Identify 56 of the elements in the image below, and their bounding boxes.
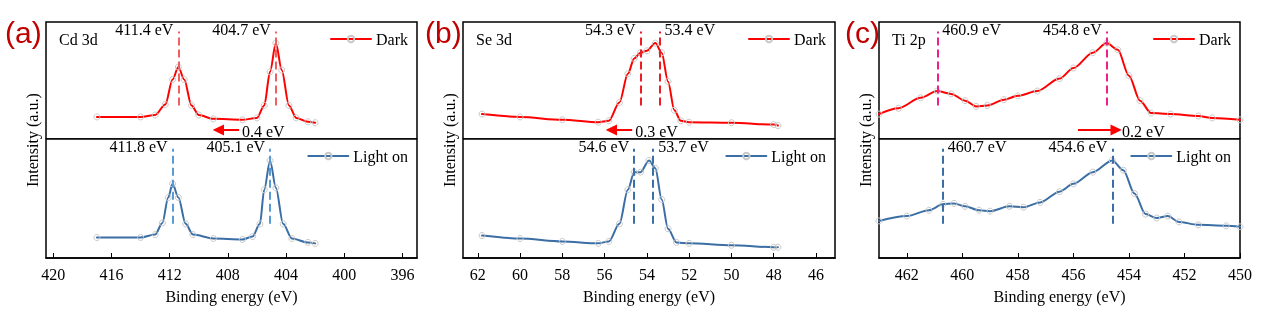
annotation: 0.4 eV [241,123,285,140]
x-axis-title: Binding energy (eV) [993,287,1126,306]
legend-label: Light on [771,147,827,166]
x-axis-title: Binding energy (eV) [582,287,716,306]
ref-line-label: 405.1 eV [206,137,266,155]
y-axis-title: Intensity (a.u.) [24,93,41,187]
legend-label: Dark [794,30,826,48]
x-tick-label: 396 [390,265,415,283]
x-tick-label: 50 [723,265,740,283]
ref-line-label: 411.8 eV [109,137,169,155]
ref-line-label: 411.4 eV [115,20,174,38]
ref-line-label: 53.7 eV [658,137,710,155]
ref-line-label: 460.7 eV [947,137,1007,155]
ref-line-label: 454.8 eV [1043,20,1103,38]
chart-subtitle: Se 3d [476,30,512,48]
x-tick-label: 60 [512,265,529,283]
x-tick-label: 412 [157,265,182,283]
chart-subtitle: Ti 2p [892,30,926,49]
x-tick-label: 416 [99,265,124,283]
x-tick-label: 408 [215,265,240,283]
chart-subtitle: Cd 3d [59,30,98,48]
x-tick-label: 56 [596,265,613,283]
chart-title: (c) [845,15,880,49]
chart-title: (a) [5,15,42,49]
x-tick-label: 62 [469,265,486,283]
ref-line-label: 53.4 eV [664,20,716,38]
x-tick-label: 404 [274,265,299,283]
legend-label: Dark [1199,30,1231,48]
ref-line-label: 454.6 eV [1048,137,1108,155]
y-axis-title: Intensity (a.u.) [441,93,458,187]
legend-label: Light on [1176,147,1232,166]
x-tick-label: 452 [1172,265,1197,283]
ref-line-label: 460.9 eV [942,20,1002,38]
x-tick-label: 462 [894,265,919,283]
x-tick-label: 58 [554,265,571,283]
x-tick-label: 456 [1061,265,1086,283]
legend-label: Light on [353,147,409,166]
x-tick-label: 400 [332,265,357,283]
x-tick-label: 458 [1005,265,1030,283]
x-tick-label: 48 [765,265,782,283]
x-axis-title: Binding energy (eV) [165,287,298,306]
x-tick-label: 460 [950,265,975,283]
ref-line-label: 54.6 eV [578,137,630,155]
x-tick-label: 454 [1116,265,1141,283]
annotation: 0.3 eV [635,123,678,140]
legend-label: Dark [376,30,408,48]
x-tick-label: 52 [681,265,698,283]
chart-title: (b) [425,15,462,49]
x-tick-label: 54 [638,265,655,283]
y-axis-title: Intensity (a.u.) [857,93,874,187]
x-tick-label: 450 [1228,265,1252,283]
x-tick-label: 420 [41,265,66,283]
x-tick-label: 46 [807,265,824,283]
ref-line-label: 404.7 eV [212,20,272,38]
annotation: 0.2 eV [1122,123,1165,140]
ref-line-label: 54.3 eV [584,20,636,38]
